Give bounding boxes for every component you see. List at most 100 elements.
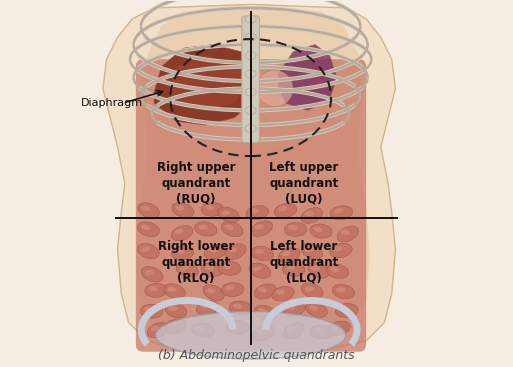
Ellipse shape [222, 264, 231, 269]
Ellipse shape [203, 285, 224, 301]
Ellipse shape [195, 326, 205, 331]
Ellipse shape [176, 262, 199, 277]
Ellipse shape [332, 324, 341, 330]
Ellipse shape [328, 321, 350, 336]
Ellipse shape [311, 266, 320, 271]
Ellipse shape [192, 323, 214, 337]
Ellipse shape [194, 222, 217, 236]
Ellipse shape [251, 246, 273, 261]
Ellipse shape [144, 307, 153, 312]
Ellipse shape [221, 210, 230, 215]
Ellipse shape [245, 15, 256, 23]
Ellipse shape [282, 251, 290, 256]
Ellipse shape [330, 267, 339, 272]
Ellipse shape [165, 303, 187, 318]
Ellipse shape [171, 246, 194, 260]
Ellipse shape [310, 325, 332, 339]
Ellipse shape [330, 243, 352, 258]
Ellipse shape [137, 244, 159, 259]
Polygon shape [136, 8, 370, 348]
Ellipse shape [256, 328, 265, 334]
Polygon shape [103, 4, 396, 355]
Ellipse shape [229, 301, 252, 315]
Ellipse shape [330, 206, 352, 220]
FancyBboxPatch shape [136, 59, 366, 352]
Ellipse shape [233, 304, 242, 309]
Ellipse shape [221, 221, 243, 237]
Ellipse shape [309, 305, 318, 310]
Ellipse shape [245, 33, 256, 41]
Ellipse shape [336, 304, 358, 317]
Ellipse shape [221, 283, 244, 297]
Ellipse shape [141, 247, 150, 252]
Ellipse shape [208, 247, 216, 253]
Ellipse shape [278, 248, 300, 263]
Ellipse shape [167, 287, 176, 292]
Ellipse shape [199, 225, 207, 230]
Text: Left upper
quandrant
(LUQ): Left upper quandrant (LUQ) [269, 161, 339, 206]
Ellipse shape [252, 266, 262, 272]
Ellipse shape [334, 208, 343, 214]
Ellipse shape [254, 284, 276, 299]
Ellipse shape [141, 206, 150, 211]
Ellipse shape [137, 203, 160, 218]
Ellipse shape [205, 265, 214, 270]
Ellipse shape [337, 226, 359, 242]
Ellipse shape [254, 224, 263, 229]
Ellipse shape [314, 327, 323, 333]
Ellipse shape [251, 221, 272, 236]
Ellipse shape [149, 286, 157, 291]
Ellipse shape [245, 88, 256, 96]
Ellipse shape [332, 284, 354, 299]
Ellipse shape [286, 326, 295, 332]
Ellipse shape [180, 265, 189, 271]
Ellipse shape [282, 263, 305, 277]
Ellipse shape [283, 302, 305, 316]
Ellipse shape [249, 263, 271, 278]
Ellipse shape [278, 206, 287, 211]
Ellipse shape [310, 224, 332, 238]
Text: (b) Abdominopelvic quandrants: (b) Abdominopelvic quandrants [158, 349, 355, 362]
Ellipse shape [174, 229, 184, 234]
Ellipse shape [175, 206, 184, 211]
Ellipse shape [288, 225, 297, 230]
Ellipse shape [333, 246, 343, 251]
Ellipse shape [225, 244, 246, 260]
Ellipse shape [168, 322, 177, 327]
Ellipse shape [145, 270, 153, 275]
Ellipse shape [308, 262, 329, 278]
FancyBboxPatch shape [242, 16, 260, 142]
Ellipse shape [284, 222, 307, 236]
Polygon shape [279, 44, 337, 110]
Ellipse shape [168, 306, 177, 311]
Ellipse shape [164, 319, 186, 334]
Ellipse shape [228, 247, 237, 252]
Ellipse shape [304, 247, 313, 252]
Ellipse shape [201, 202, 224, 216]
Ellipse shape [306, 302, 327, 317]
Ellipse shape [196, 301, 219, 315]
Ellipse shape [255, 249, 264, 254]
Ellipse shape [171, 226, 193, 241]
Ellipse shape [272, 287, 294, 301]
Ellipse shape [206, 288, 215, 294]
Ellipse shape [245, 51, 256, 59]
Text: Left lower
quandrant
(LLQ): Left lower quandrant (LLQ) [269, 240, 339, 284]
Polygon shape [154, 44, 251, 125]
Ellipse shape [256, 70, 293, 107]
Ellipse shape [274, 203, 297, 218]
Text: Right lower
quandrant
(RLQ): Right lower quandrant (RLQ) [158, 240, 234, 284]
Ellipse shape [141, 225, 150, 230]
Ellipse shape [326, 264, 349, 279]
Ellipse shape [258, 308, 267, 314]
Ellipse shape [313, 226, 323, 232]
Ellipse shape [200, 304, 209, 309]
Text: Right upper
quandrant
(RUQ): Right upper quandrant (RUQ) [157, 161, 235, 206]
Ellipse shape [305, 286, 314, 291]
Ellipse shape [147, 323, 169, 338]
Ellipse shape [226, 320, 249, 334]
Ellipse shape [275, 289, 285, 294]
Ellipse shape [137, 222, 160, 237]
Ellipse shape [141, 266, 163, 282]
Ellipse shape [301, 244, 323, 259]
